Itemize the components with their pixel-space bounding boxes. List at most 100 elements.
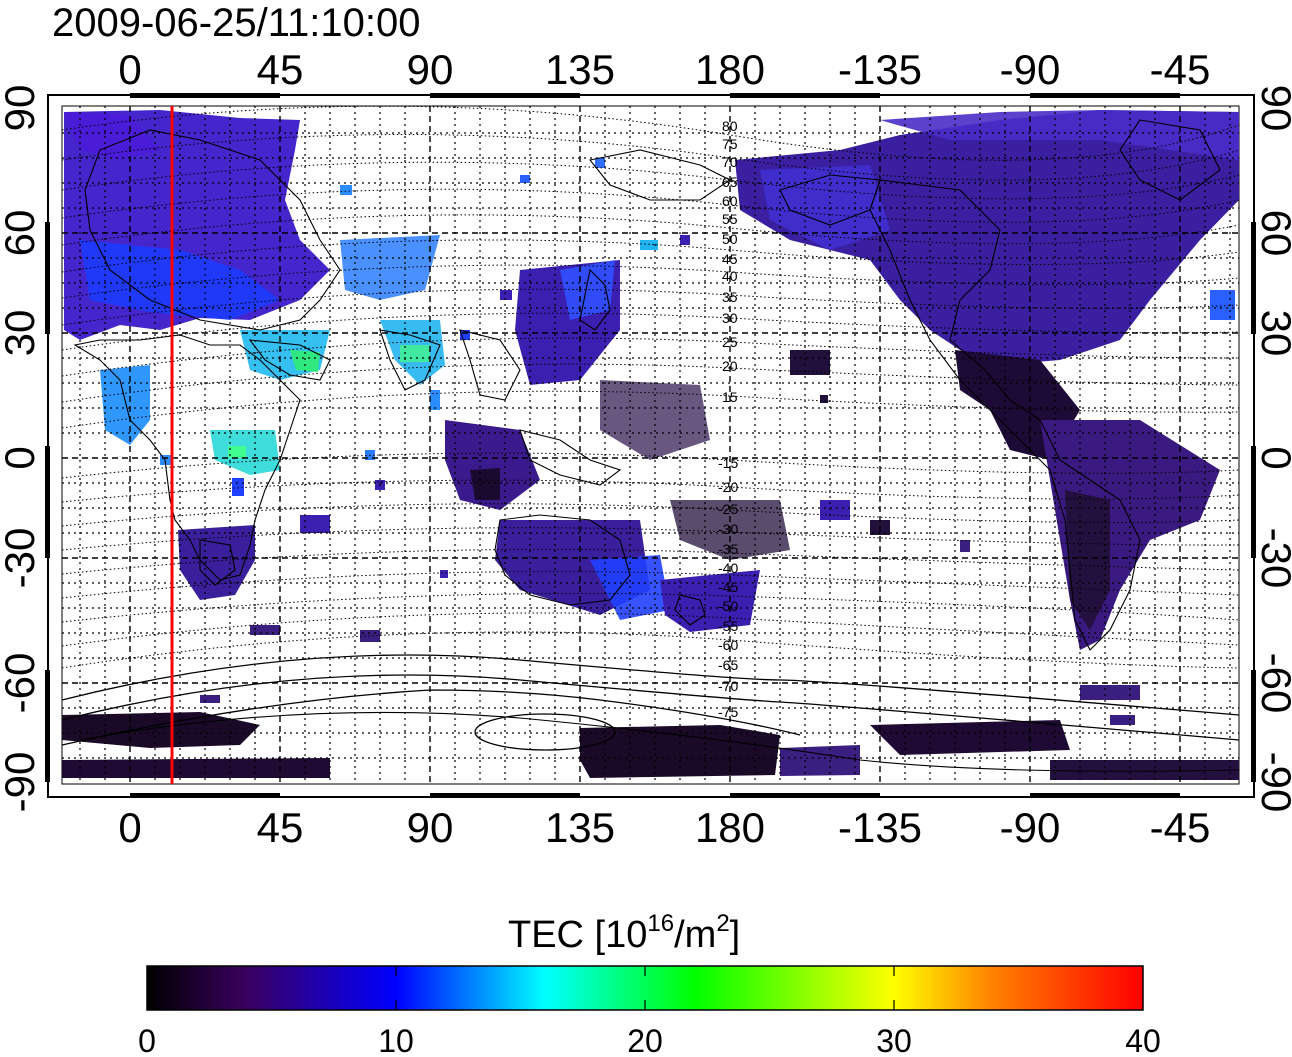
lat-tick-right: -90 — [1253, 752, 1292, 813]
lat-tick-left: 30 — [0, 310, 43, 357]
tec-pixel — [640, 240, 658, 250]
tec-patch-scandinavia — [64, 112, 160, 160]
tec-pixel — [790, 350, 830, 375]
lon-tick-bottom: -135 — [838, 804, 922, 851]
tec-patch-antarctic-rim — [62, 758, 330, 778]
graticule-major — [62, 106, 1239, 784]
magnetic-latitude-contours-south — [62, 654, 1239, 751]
lon-tick-top: -135 — [838, 46, 922, 93]
tec-pixel — [520, 175, 530, 183]
tec-patch-indonesia — [445, 420, 540, 510]
lon-ticks-bottom: 0 45 90 135 180 -135 -90 -45 — [118, 804, 1210, 851]
lon-tick-bottom: 90 — [407, 804, 454, 851]
map-plot-area — [62, 106, 1239, 784]
tec-patch-south-america-dark — [1065, 490, 1110, 630]
mlat-label-minus-15: -15 — [718, 455, 738, 471]
mlat-label-minus-20: -20 — [718, 479, 738, 495]
tec-pixel — [1210, 290, 1235, 320]
mlat-label-70: 70 — [722, 154, 738, 170]
lat-tick-right: -60 — [1253, 653, 1292, 714]
plot-title: 2009-06-25/11:10:00 — [52, 1, 420, 45]
mlat-label-minus-30: -30 — [718, 521, 738, 537]
tec-patch-west-africa — [100, 365, 150, 445]
tec-patch-new-zealand — [660, 570, 760, 632]
lon-tick-bottom: 0 — [118, 804, 141, 851]
mlat-label-minus-65: -65 — [718, 657, 738, 673]
mlat-label-80: 80 — [722, 118, 738, 134]
lon-tick-bottom: 180 — [695, 804, 765, 851]
mlat-label-40: 40 — [722, 268, 738, 284]
lat-tick-right: 0 — [1253, 446, 1292, 469]
map-border-bars — [45, 93, 1256, 798]
lon-tick-bottom: -45 — [1150, 804, 1211, 851]
mlat-label-minus-50: -50 — [718, 598, 738, 614]
tec-pixel — [430, 390, 440, 410]
lat-ticks-right: 90 60 30 0 -30 -60 -90 — [1253, 85, 1292, 813]
mlat-label-minus-40: -40 — [718, 560, 738, 576]
lon-tick-bottom: 45 — [257, 804, 304, 851]
mlat-label-35: 35 — [722, 289, 738, 305]
lat-tick-right: 90 — [1253, 85, 1292, 132]
tec-pixel — [440, 570, 448, 578]
colorbar-title-exp1: 16 — [647, 910, 674, 937]
colorbar-title-mid: /m — [674, 914, 716, 956]
colorbar-labels: 0 10 20 30 40 — [138, 1023, 1161, 1057]
lon-tick-top: -45 — [1150, 46, 1211, 93]
lat-tick-left: -60 — [0, 653, 43, 714]
tec-pixel — [340, 185, 352, 195]
colorbar-title-main: TEC [10 — [508, 914, 647, 956]
tec-pixel — [250, 625, 280, 635]
colorbar-tick-label: 20 — [627, 1023, 663, 1057]
coastlines — [73, 119, 1239, 772]
graticule — [62, 106, 1239, 784]
tec-pixel — [160, 455, 172, 465]
lon-tick-top: 90 — [407, 46, 454, 93]
tec-patch-arctic-america — [880, 110, 1239, 160]
lon-tick-top: 180 — [695, 46, 765, 93]
mlat-label-15: 15 — [722, 389, 738, 405]
mlat-label-minus-35: -35 — [718, 541, 738, 557]
mlat-label-45: 45 — [722, 251, 738, 267]
mlat-label-60: 60 — [722, 193, 738, 209]
mlat-label-20: 20 — [722, 358, 738, 374]
mlat-label-50: 50 — [722, 231, 738, 247]
colorbar-tick-label: 40 — [1125, 1023, 1161, 1057]
mlat-label-minus-75: -75 — [718, 704, 738, 720]
tec-patch-indonesia-dark — [470, 468, 500, 500]
colorbar-tick-label: 0 — [138, 1023, 156, 1057]
tec-pixel — [460, 330, 470, 340]
lat-ticks-left: 90 60 30 0 -30 -60 -90 — [0, 85, 43, 813]
tec-pixel — [200, 695, 220, 703]
lat-tick-right: 30 — [1253, 310, 1292, 357]
lon-tick-top: -90 — [1000, 46, 1061, 93]
magnetic-latitude-contours — [62, 106, 1239, 669]
mlat-label-65: 65 — [722, 174, 738, 190]
tec-pixel — [500, 290, 512, 300]
mlat-label-75: 75 — [722, 136, 738, 152]
lon-tick-bottom: -90 — [1000, 804, 1061, 851]
tec-pixel — [300, 515, 330, 533]
lon-ticks-top: 0 45 90 135 180 -135 -90 -45 — [118, 46, 1210, 93]
mlat-label-minus-25: -25 — [718, 501, 738, 517]
mlat-label-minus-55: -55 — [718, 618, 738, 634]
tec-patch-antarctic-purple — [780, 745, 860, 776]
tec-pixel — [1080, 685, 1140, 700]
lon-tick-top: 135 — [545, 46, 615, 93]
mlat-label-minus-60: -60 — [718, 637, 738, 653]
tec-pixel — [1110, 715, 1135, 725]
mlat-label-minus-45: -45 — [718, 579, 738, 595]
tec-pixel — [820, 395, 828, 403]
tec-pixel — [820, 500, 850, 520]
lat-tick-left: 90 — [0, 85, 43, 132]
tec-patch-central-asia — [340, 235, 440, 300]
tec-patch-japan — [560, 260, 615, 320]
tec-pixel — [232, 478, 244, 496]
lat-tick-left: 0 — [0, 446, 43, 469]
lat-tick-right: -30 — [1253, 528, 1292, 589]
tec-pixel — [360, 630, 380, 642]
lat-tick-left: -90 — [0, 752, 43, 813]
colorbar-title-end: ] — [730, 914, 741, 956]
tec-patch-antarctic-far-east — [1050, 760, 1239, 780]
tec-patch-antarctic-east — [870, 720, 1070, 755]
